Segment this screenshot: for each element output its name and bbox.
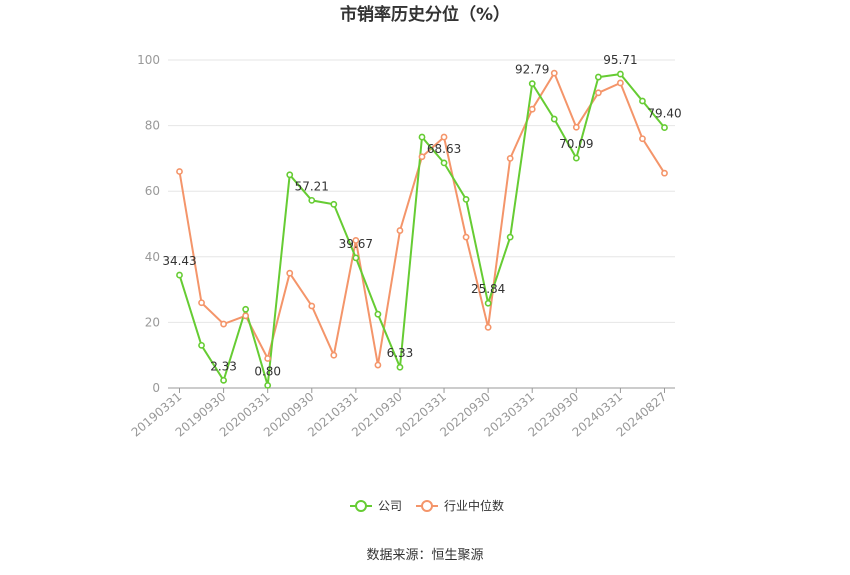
data-point bbox=[528, 80, 536, 88]
data-label: 34.43 bbox=[162, 254, 196, 268]
data-point bbox=[308, 196, 316, 204]
x-axis: 2019033120190930202003312020093020210331… bbox=[129, 387, 675, 440]
legend-label-company: 公司 bbox=[378, 499, 402, 513]
data-point bbox=[396, 363, 404, 371]
y-axis: 0 20 40 60 80 100 bbox=[137, 53, 160, 395]
y-tick-label: 0 bbox=[152, 381, 160, 395]
legend-item-industry-median[interactable]: 行业中位数 bbox=[416, 498, 504, 513]
data-point bbox=[506, 233, 514, 241]
data-point bbox=[617, 79, 624, 87]
data-label: 2.33 bbox=[210, 359, 237, 373]
y-tick-label: 80 bbox=[145, 119, 160, 133]
legend-marker-company bbox=[355, 500, 367, 512]
data-point bbox=[528, 105, 536, 113]
data-point bbox=[374, 361, 382, 369]
data-point bbox=[264, 355, 272, 362]
data-label: 70.09 bbox=[559, 137, 593, 151]
data-point bbox=[242, 305, 250, 313]
legend[interactable]: 公司 行业中位数 bbox=[350, 498, 504, 513]
data-point bbox=[418, 133, 426, 141]
data-label: 79.40 bbox=[647, 107, 681, 121]
data-point bbox=[639, 97, 646, 105]
y-tick-label: 20 bbox=[145, 315, 160, 329]
data-point bbox=[176, 271, 183, 279]
data-point bbox=[374, 310, 382, 318]
data-point bbox=[506, 154, 514, 162]
data-point bbox=[572, 123, 580, 131]
data-point bbox=[617, 70, 624, 78]
data-point bbox=[220, 376, 227, 384]
data-point bbox=[220, 320, 227, 328]
data-point bbox=[198, 299, 205, 307]
grid bbox=[168, 59, 675, 323]
legend-item-company[interactable]: 公司 bbox=[350, 499, 402, 513]
data-point bbox=[286, 171, 294, 179]
data-point bbox=[484, 299, 492, 307]
y-tick-label: 60 bbox=[145, 184, 160, 198]
data-point bbox=[418, 153, 426, 161]
data-point bbox=[484, 323, 492, 331]
series-line-0 bbox=[178, 73, 666, 386]
data-label: 25.84 bbox=[471, 282, 505, 296]
data-point bbox=[308, 302, 316, 310]
data-point bbox=[661, 124, 668, 131]
data-label: 68.63 bbox=[427, 142, 461, 156]
series-line-1 bbox=[178, 70, 666, 366]
data-point bbox=[352, 236, 360, 244]
data-point bbox=[594, 73, 602, 81]
data-point bbox=[330, 200, 338, 208]
data-point bbox=[440, 133, 448, 141]
data-label: 92.79 bbox=[515, 63, 549, 77]
y-tick-label: 40 bbox=[145, 250, 160, 264]
data-point bbox=[550, 69, 558, 77]
data-point bbox=[198, 341, 205, 349]
data-label: 95.71 bbox=[603, 53, 637, 67]
data-point bbox=[264, 381, 272, 389]
data-point bbox=[176, 168, 183, 175]
chart-title: 市销率历史分位（%） bbox=[340, 4, 510, 25]
data-point bbox=[286, 269, 294, 277]
data-point bbox=[661, 169, 668, 177]
source-note: 数据来源：恒生聚源 bbox=[366, 548, 483, 563]
legend-marker-industry-median bbox=[421, 500, 433, 512]
data-point bbox=[352, 254, 360, 262]
data-label: 0.80 bbox=[254, 364, 281, 378]
data-point bbox=[639, 135, 646, 143]
data-point bbox=[462, 233, 470, 241]
data-labels: 34.43 2.33 0.80 57.21 39.67 6.33 68.63 25.84 92.… bbox=[162, 53, 681, 378]
data-label: 39.67 bbox=[339, 237, 373, 251]
data-point bbox=[440, 159, 448, 167]
legend-label-industry-median: 行业中位数 bbox=[444, 498, 504, 513]
data-label: 57.21 bbox=[295, 179, 329, 193]
data-point bbox=[572, 154, 580, 162]
y-tick-label: 100 bbox=[137, 53, 160, 67]
data-point bbox=[396, 227, 404, 234]
data-point bbox=[462, 195, 470, 203]
data-point bbox=[594, 89, 602, 97]
points bbox=[176, 69, 668, 389]
data-point bbox=[330, 351, 338, 359]
data-point bbox=[550, 115, 558, 123]
data-label: 6.33 bbox=[387, 346, 414, 360]
series-lines bbox=[178, 70, 666, 386]
data-point bbox=[242, 312, 250, 320]
